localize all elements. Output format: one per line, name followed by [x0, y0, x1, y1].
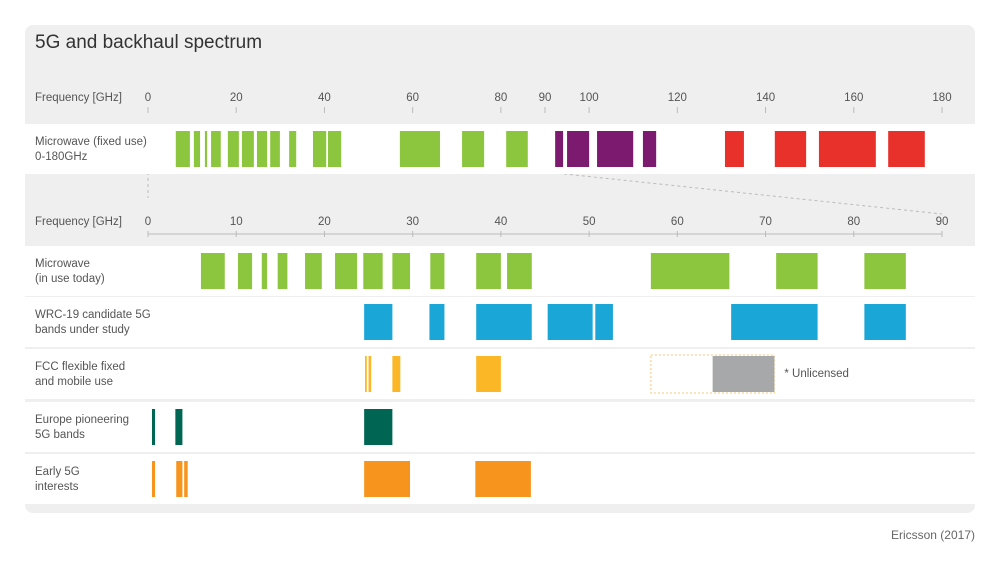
band: [176, 461, 183, 497]
source: Ericsson (2017): [891, 528, 975, 542]
tick-label: 100: [580, 92, 599, 104]
unlicensed-note: * Unlicensed: [784, 368, 849, 380]
band: [270, 131, 280, 167]
band: [151, 461, 156, 497]
row-label: FCC flexible fixed: [35, 361, 125, 373]
row-label: (in use today): [35, 273, 105, 285]
band: [256, 131, 268, 167]
tick-label: 60: [671, 216, 684, 228]
band: [193, 131, 201, 167]
band: [724, 131, 744, 167]
band: [175, 131, 190, 167]
unlicensed-range: [650, 354, 775, 394]
band: [241, 131, 254, 167]
tick-label: 90: [936, 216, 949, 228]
band: [227, 131, 239, 167]
row-label: 5G bands: [35, 429, 85, 441]
band: [774, 131, 807, 167]
band: [567, 131, 590, 167]
band: [175, 409, 183, 445]
band: [864, 304, 906, 340]
band: [864, 253, 906, 289]
band: [151, 409, 156, 445]
row-label: and mobile use: [35, 376, 113, 388]
tick-label: 160: [844, 92, 863, 104]
band: [237, 253, 253, 289]
band: [364, 409, 393, 445]
tick-label: 60: [406, 92, 419, 104]
band: [430, 253, 445, 289]
tick-label: 70: [759, 216, 772, 228]
band: [650, 253, 730, 289]
band: [335, 253, 358, 289]
zoom-connector: [545, 171, 943, 215]
band: [476, 356, 501, 392]
band: [211, 131, 221, 167]
band: [712, 356, 775, 392]
tick-label: 0: [145, 92, 151, 104]
band: [289, 131, 297, 167]
band: [365, 356, 367, 392]
row-label: Microwave (fixed use): [35, 136, 147, 148]
title: 5G and backhaul spectrum: [35, 32, 262, 53]
band: [475, 461, 531, 497]
tick-label: 80: [494, 92, 507, 104]
tick-label: 180: [932, 92, 951, 104]
tick-label: 20: [230, 92, 243, 104]
axis-label: Frequency [GHz]: [35, 92, 122, 104]
band: [462, 131, 485, 167]
band: [506, 131, 528, 167]
row-label: Europe pioneering: [35, 414, 129, 426]
band: [597, 131, 634, 167]
tick-label: 80: [847, 216, 860, 228]
band: [200, 253, 225, 289]
axis-label: Frequency [GHz]: [35, 216, 122, 228]
tick-label: 140: [756, 92, 775, 104]
row-label: interests: [35, 481, 79, 493]
band: [364, 304, 393, 340]
band: [476, 304, 532, 340]
tick-label: 20: [318, 216, 331, 228]
band: [305, 253, 322, 289]
row-label: Early 5G: [35, 466, 80, 478]
band: [776, 253, 818, 289]
band: [368, 356, 372, 392]
tick-label: 120: [668, 92, 687, 104]
band: [429, 304, 445, 340]
tick-label: 0: [145, 216, 151, 228]
band: [888, 131, 925, 167]
row-background: [25, 402, 975, 452]
band: [476, 253, 501, 289]
tick-label: 90: [539, 92, 552, 104]
row-label: Microwave: [35, 258, 90, 270]
band: [731, 304, 818, 340]
band: [204, 131, 208, 167]
row-label: 0-180GHz: [35, 151, 88, 163]
row-label: WRC-19 candidate 5G: [35, 309, 151, 321]
band: [261, 253, 268, 289]
band: [392, 356, 401, 392]
band: [507, 253, 532, 289]
band: [363, 253, 383, 289]
band: [327, 131, 342, 167]
tick-label: 40: [494, 216, 507, 228]
band: [277, 253, 288, 289]
band: [642, 131, 657, 167]
band: [392, 253, 411, 289]
band: [184, 461, 188, 497]
tick-label: 40: [318, 92, 331, 104]
row-label: bands under study: [35, 324, 130, 336]
band: [555, 131, 564, 167]
tick-label: 50: [583, 216, 596, 228]
band: [818, 131, 876, 167]
band: [312, 131, 327, 167]
tick-label: 30: [406, 216, 419, 228]
band: [364, 461, 411, 497]
band: [547, 304, 593, 340]
tick-label: 10: [230, 216, 243, 228]
band: [595, 304, 613, 340]
band: [399, 131, 441, 167]
